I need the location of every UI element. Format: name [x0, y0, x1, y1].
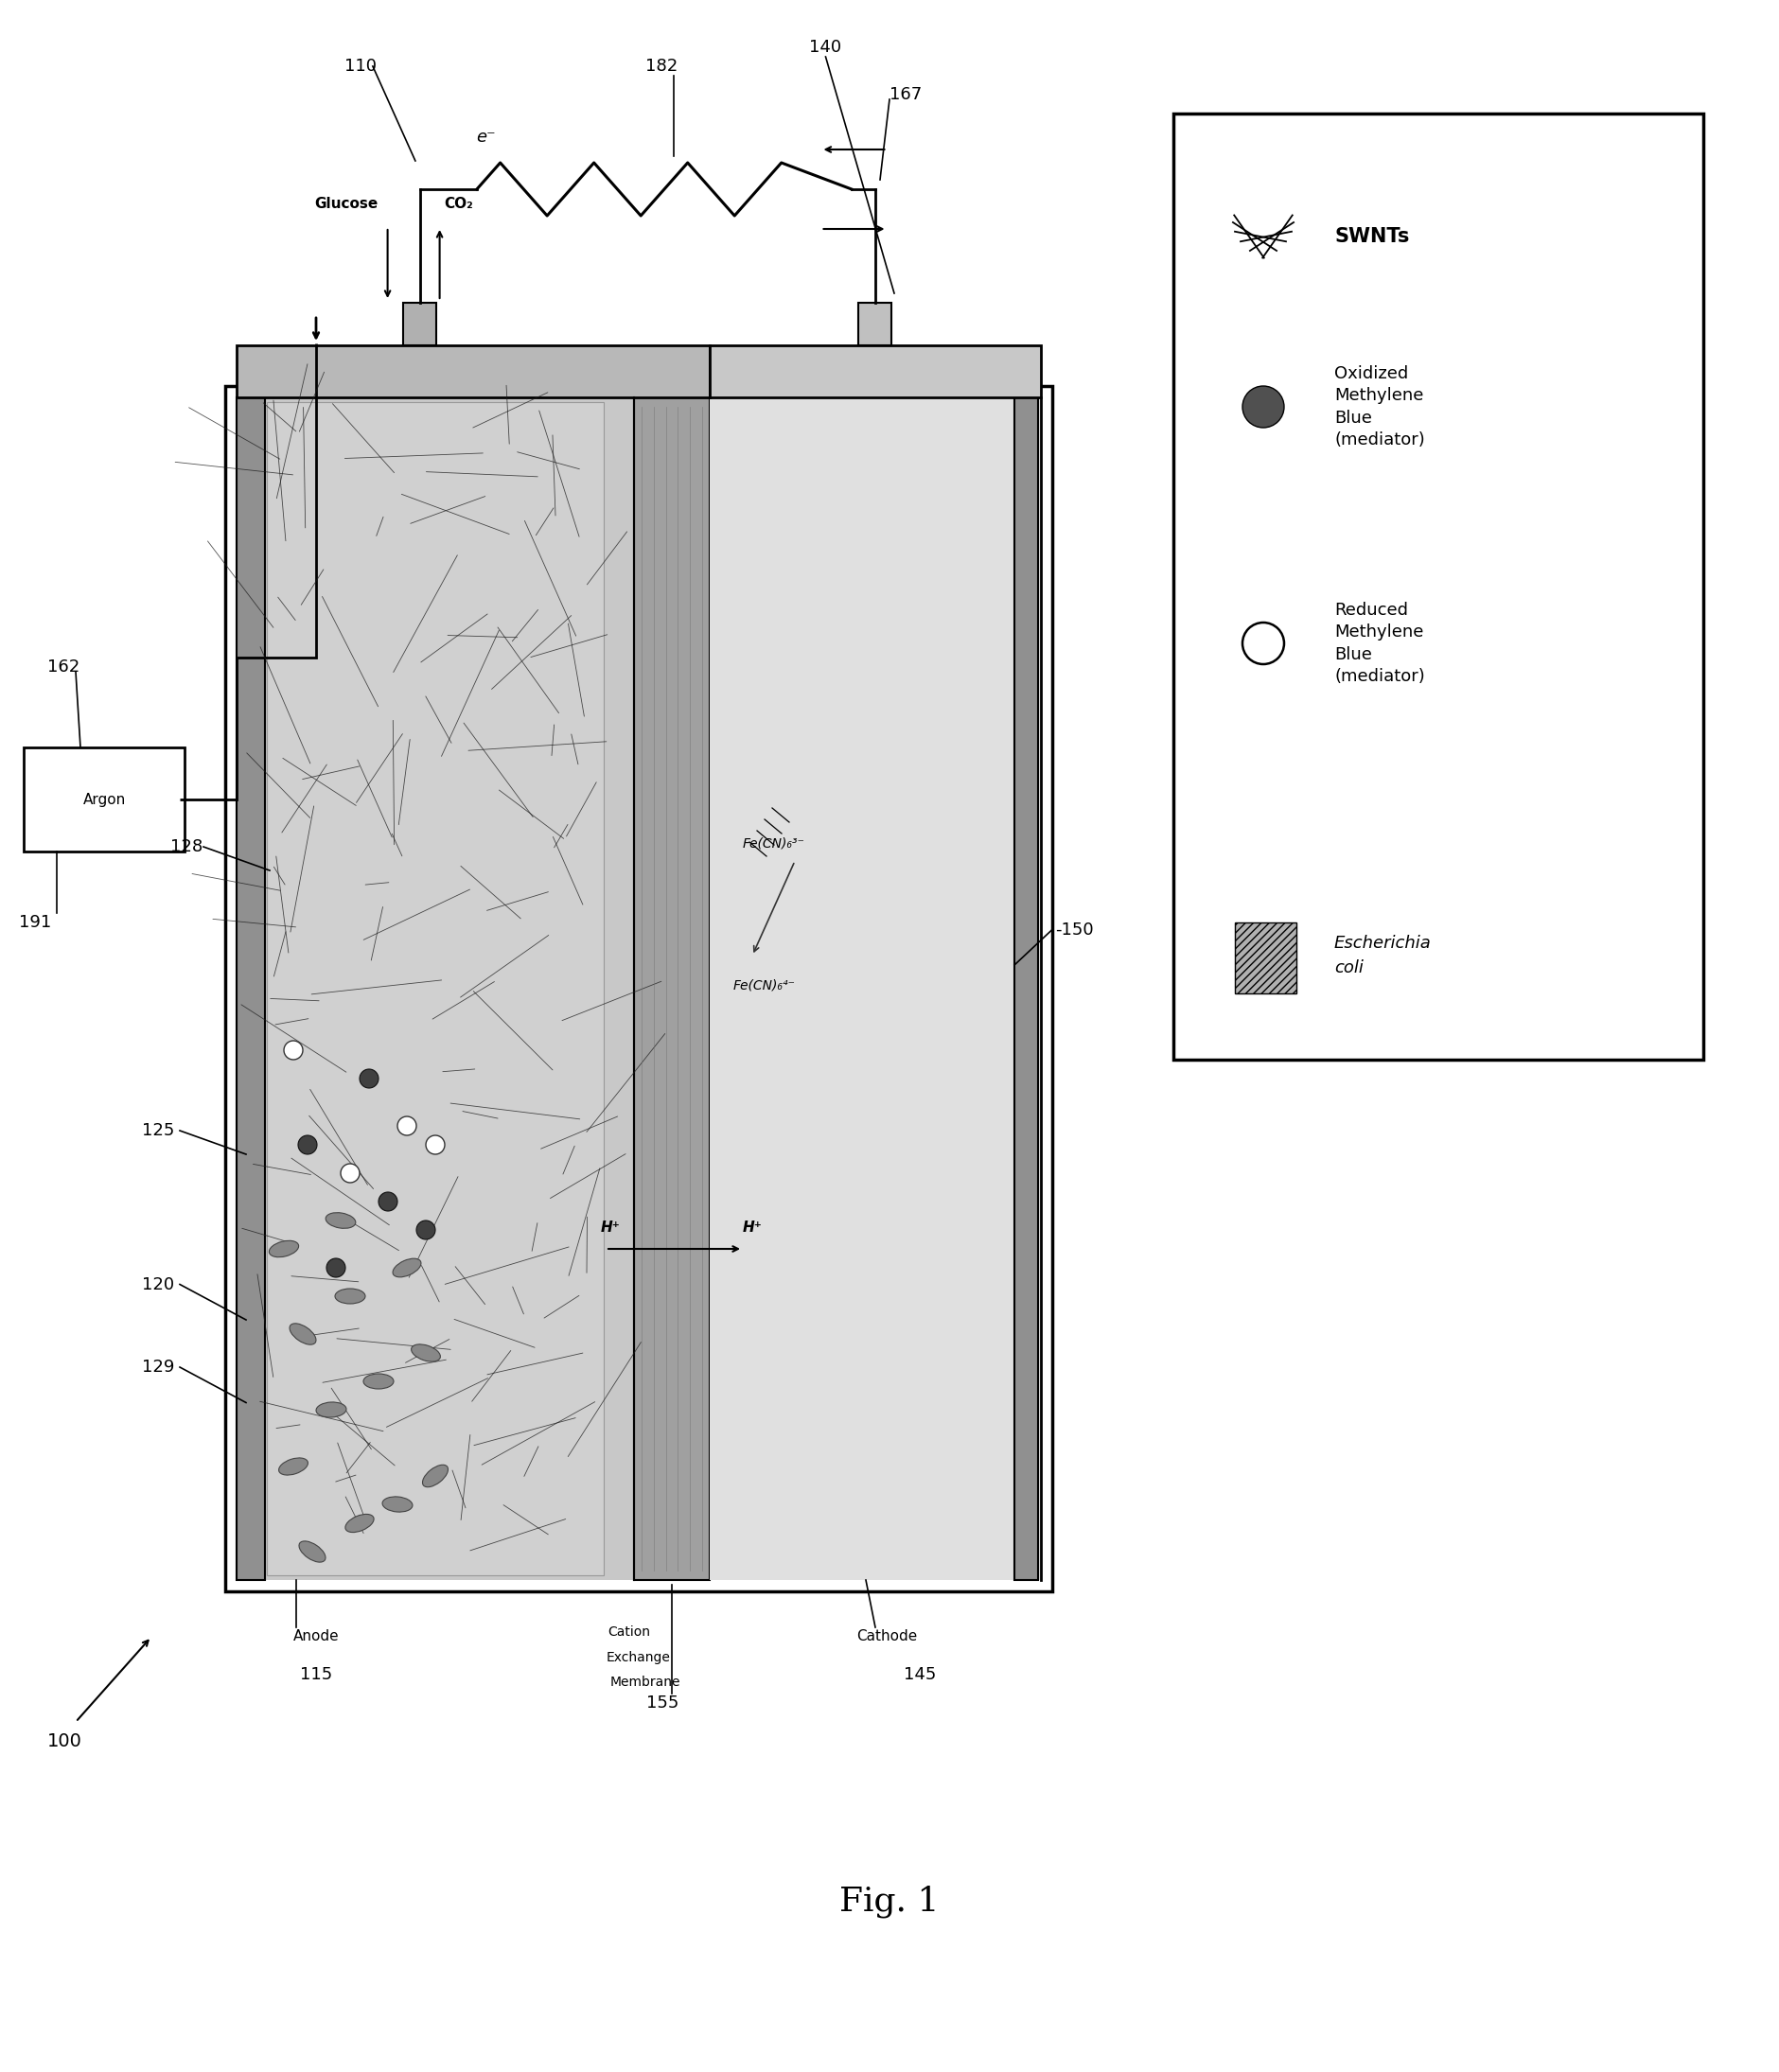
Ellipse shape [269, 1241, 299, 1258]
Ellipse shape [411, 1345, 441, 1361]
Text: Anode: Anode [294, 1631, 340, 1643]
FancyBboxPatch shape [1014, 398, 1039, 1581]
Text: 167: 167 [890, 87, 922, 104]
Circle shape [1242, 385, 1284, 427]
Text: Fig. 1: Fig. 1 [840, 1886, 939, 1919]
Text: Fe(CN)₆⁴⁻: Fe(CN)₆⁴⁻ [733, 978, 795, 992]
FancyBboxPatch shape [237, 398, 265, 1581]
Text: Escherichia
coli: Escherichia coli [1334, 934, 1432, 976]
Text: Exchange: Exchange [607, 1651, 671, 1664]
Circle shape [285, 1040, 302, 1059]
FancyBboxPatch shape [237, 398, 633, 1581]
Text: 191: 191 [20, 914, 52, 930]
Text: 128: 128 [171, 839, 203, 856]
Text: e⁻: e⁻ [477, 128, 496, 145]
Text: Membrane: Membrane [610, 1676, 681, 1689]
FancyBboxPatch shape [633, 398, 710, 1581]
Text: 100: 100 [48, 1732, 82, 1751]
Ellipse shape [363, 1374, 393, 1388]
Circle shape [340, 1164, 359, 1183]
Text: -150: -150 [1055, 922, 1094, 939]
Text: Glucose: Glucose [315, 197, 379, 211]
Text: 129: 129 [142, 1359, 174, 1376]
FancyBboxPatch shape [267, 402, 603, 1575]
Text: Fe(CN)₆³⁻: Fe(CN)₆³⁻ [744, 837, 806, 850]
Text: Reduced
Methylene
Blue
(mediator): Reduced Methylene Blue (mediator) [1334, 601, 1425, 686]
Circle shape [379, 1191, 397, 1210]
Ellipse shape [345, 1515, 374, 1533]
Circle shape [359, 1069, 379, 1088]
Text: Cation: Cation [608, 1624, 651, 1639]
Circle shape [1242, 622, 1284, 665]
Text: SWNTs: SWNTs [1334, 228, 1409, 247]
FancyBboxPatch shape [237, 346, 710, 398]
Text: CO₂: CO₂ [445, 197, 473, 211]
Text: 110: 110 [345, 58, 377, 75]
Text: Argon: Argon [82, 792, 126, 806]
FancyBboxPatch shape [1174, 114, 1703, 1059]
Circle shape [299, 1135, 317, 1154]
FancyBboxPatch shape [23, 748, 185, 852]
Ellipse shape [326, 1212, 356, 1229]
FancyBboxPatch shape [1235, 922, 1297, 992]
Text: 162: 162 [48, 659, 80, 675]
Text: Cathode: Cathode [856, 1631, 918, 1643]
Ellipse shape [290, 1324, 317, 1345]
Ellipse shape [422, 1465, 448, 1488]
FancyBboxPatch shape [710, 398, 1041, 1581]
Ellipse shape [393, 1258, 422, 1276]
Text: 115: 115 [301, 1666, 333, 1682]
Text: 182: 182 [646, 58, 678, 75]
Ellipse shape [382, 1496, 413, 1513]
FancyBboxPatch shape [710, 346, 1041, 398]
Text: Oxidized
Methylene
Blue
(mediator): Oxidized Methylene Blue (mediator) [1334, 365, 1425, 450]
Ellipse shape [334, 1289, 365, 1303]
Text: 120: 120 [142, 1276, 174, 1293]
Circle shape [425, 1135, 445, 1154]
Text: 155: 155 [646, 1695, 678, 1711]
Circle shape [327, 1258, 345, 1276]
Ellipse shape [299, 1542, 326, 1562]
Text: 125: 125 [142, 1123, 174, 1140]
Circle shape [416, 1220, 436, 1239]
Circle shape [397, 1117, 416, 1135]
Text: H⁺: H⁺ [742, 1220, 761, 1235]
FancyBboxPatch shape [859, 303, 891, 346]
FancyBboxPatch shape [404, 303, 436, 346]
Text: 145: 145 [904, 1666, 936, 1682]
Text: H⁺: H⁺ [601, 1220, 621, 1235]
Ellipse shape [317, 1403, 347, 1417]
Ellipse shape [279, 1459, 308, 1475]
Text: 140: 140 [809, 39, 841, 56]
